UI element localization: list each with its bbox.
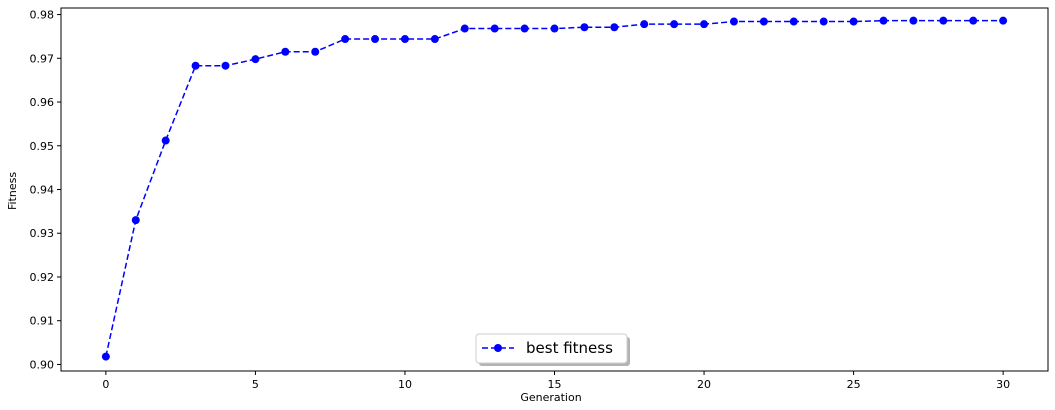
data-point (311, 47, 320, 56)
data-point (580, 23, 589, 32)
legend-entry-label: best fitness (526, 339, 613, 357)
data-point (939, 16, 948, 25)
data-point (101, 352, 110, 361)
data-point (640, 20, 649, 29)
data-point (191, 61, 200, 70)
y-tick-label: 0.95 (30, 140, 55, 153)
data-point (550, 24, 559, 33)
y-axis-ticks: 0.90 0.91 0.92 0.93 0.94 0.95 0.96 0.97 0.98 (30, 9, 61, 371)
data-point (131, 216, 140, 225)
data-point (490, 24, 499, 33)
data-point (670, 20, 679, 29)
data-point (969, 16, 978, 25)
legend: best fitness (475, 333, 630, 366)
data-point (371, 35, 380, 44)
y-tick-label: 0.92 (30, 271, 55, 284)
y-tick-label: 0.96 (30, 96, 55, 109)
x-tick-label: 5 (252, 378, 259, 391)
plot-area (60, 7, 1049, 372)
data-point (819, 17, 828, 26)
data-point (909, 16, 918, 25)
data-point (729, 17, 738, 26)
data-point (251, 55, 260, 64)
y-tick-label: 0.94 (30, 184, 55, 197)
y-axis-label: Fitness (6, 172, 19, 210)
data-point (430, 35, 439, 44)
y-tick-label: 0.91 (30, 315, 55, 328)
data-point (789, 17, 798, 26)
data-point (879, 16, 888, 25)
data-point (700, 20, 709, 29)
data-point (281, 47, 290, 56)
legend-box (475, 333, 628, 364)
legend-marker-sample (494, 344, 502, 352)
y-tick-label: 0.93 (30, 227, 55, 240)
data-point (999, 16, 1008, 25)
data-point (610, 23, 619, 32)
x-tick-label: 25 (847, 378, 861, 391)
data-point (161, 136, 170, 145)
x-tick-label: 0 (102, 378, 109, 391)
data-point (341, 35, 350, 44)
data-point (400, 35, 409, 44)
data-point (849, 17, 858, 26)
data-point (460, 24, 469, 33)
x-tick-label: 20 (697, 378, 711, 391)
x-tick-label: 30 (996, 378, 1010, 391)
x-axis-label: Generation (520, 391, 581, 404)
plot-frame (60, 7, 1049, 372)
x-axis-ticks: 0 5 10 15 20 25 30 (102, 371, 1010, 391)
series-layer (101, 16, 1008, 361)
y-tick-label: 0.98 (30, 9, 55, 22)
data-point (520, 24, 529, 33)
y-tick-label: 0.97 (30, 52, 55, 65)
data-point (759, 17, 768, 26)
x-tick-label: 10 (398, 378, 412, 391)
x-tick-label: 15 (548, 378, 562, 391)
data-point (221, 61, 230, 70)
y-tick-label: 0.90 (30, 358, 55, 371)
